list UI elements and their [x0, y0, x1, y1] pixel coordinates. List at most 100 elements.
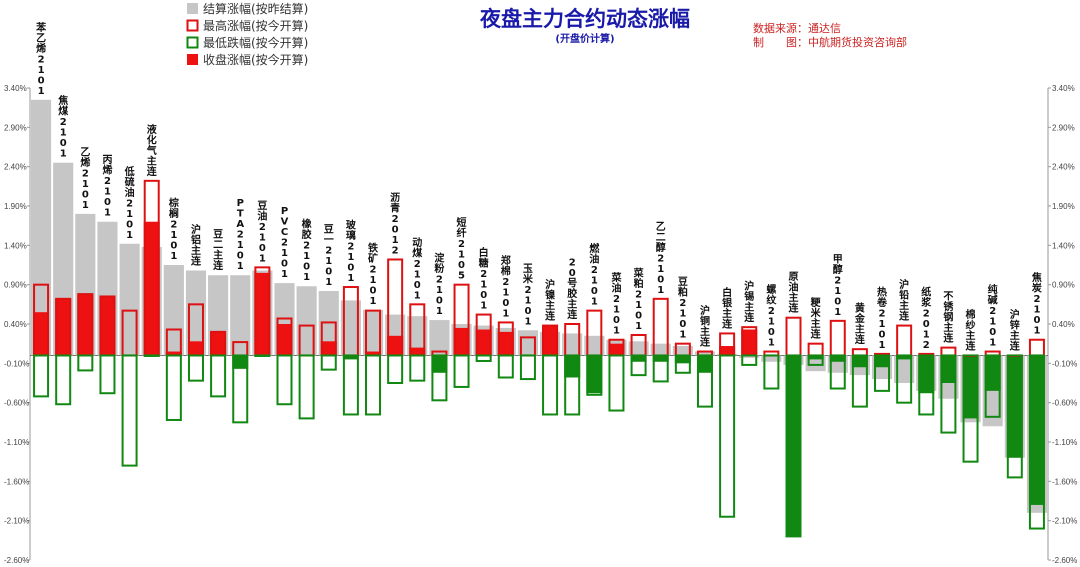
category-label-char: 短: [457, 216, 467, 229]
category-label-char: 连: [899, 310, 910, 323]
category-label: 郑棉 2 1 0 1: [501, 254, 511, 320]
close-bar: [232, 355, 249, 369]
category-label-char: 纤: [457, 227, 467, 240]
y-tick-label-left: -1.60%: [4, 477, 29, 486]
low-bar: [696, 354, 713, 408]
low-bar: [630, 354, 647, 377]
category-label-char: 沪: [700, 304, 710, 317]
category-label-char: 2: [1033, 294, 1040, 305]
category-label-char: 1: [480, 280, 487, 291]
low-bar: [453, 354, 470, 388]
category-label-char: 1: [657, 264, 664, 275]
category-label: 沪锡主连: [744, 280, 755, 325]
close-bar: [254, 272, 271, 356]
data-source-line: 数据来源：通达信: [753, 21, 841, 35]
close-bar: [696, 355, 713, 373]
category-label: 粳米主连: [810, 296, 822, 341]
category-label: 黄金主连: [854, 302, 866, 347]
category-label-char: 1: [303, 251, 310, 262]
category-label-char: 2: [436, 275, 443, 286]
category-label: 白银主连: [722, 286, 733, 331]
category-label-char: 原: [789, 271, 799, 283]
category-label-char: 1: [635, 321, 642, 332]
settle-bar: [694, 351, 716, 356]
close-bar: [829, 355, 846, 362]
category-label-char: 主: [191, 244, 201, 257]
y-tick-label-right: -2.60%: [1052, 556, 1077, 565]
category-label-char: 主: [744, 301, 754, 314]
close-bar: [99, 296, 116, 356]
category-label-char: 燃: [589, 242, 600, 255]
category-label-char: 连: [545, 310, 556, 323]
category-label: 豆油 2 1 0 1: [257, 200, 267, 264]
category-label-char: 0: [480, 290, 487, 301]
category-label-char: 豆: [257, 200, 267, 212]
close-bar: [652, 355, 669, 362]
category-label-char: 纯: [988, 283, 998, 296]
category-label: 乙烯 2 1 0 1: [80, 146, 90, 211]
settle-bar: [650, 343, 671, 356]
category-label-char: 玻: [346, 219, 357, 232]
category-label: 乙二醇 2 1 0 1: [656, 221, 666, 296]
category-label-char: 1: [126, 209, 133, 220]
settle-bar: [805, 355, 826, 372]
category-label-char: 铝: [191, 234, 201, 247]
low-bar: [608, 354, 625, 412]
category-label-char: 1: [281, 248, 288, 259]
category-label-char: 烯: [102, 164, 112, 177]
low-bar: [674, 354, 691, 374]
category-label: 不锈钢主连: [943, 291, 954, 345]
category-label-char: 黄: [855, 302, 865, 315]
category-label-char: 连: [567, 308, 578, 321]
category-label-char: 乙: [36, 32, 46, 44]
category-label-char: 1: [768, 317, 775, 328]
category-label-char: 纹: [766, 294, 777, 307]
category-label-char: 粳: [810, 296, 822, 309]
category-label-char: 2: [347, 242, 354, 253]
category-label-char: 低: [124, 165, 135, 178]
low-bar: [984, 354, 1001, 418]
chart-subtitle: (开盘价计算): [555, 32, 614, 45]
category-label-char: 丙: [102, 154, 112, 166]
legend-swatch-high: [186, 19, 199, 32]
category-label-char: 0: [768, 327, 775, 338]
settle-bar: [584, 335, 605, 356]
low-bar: [232, 354, 249, 424]
category-label-char: 2: [414, 259, 421, 270]
category-label-char: 1: [591, 276, 598, 287]
category-label: 菜油 2 1 0 1: [610, 271, 622, 337]
close-bar: [741, 329, 758, 356]
close-bar: [874, 355, 891, 368]
category-label-char: 焦: [57, 94, 68, 107]
category-label: 热卷 2 1 0 1: [876, 285, 888, 351]
category-label-char: 2: [392, 245, 399, 256]
category-label: 液化气主连: [146, 123, 158, 178]
category-label-char: 1: [82, 179, 89, 190]
settle-bar: [230, 275, 251, 356]
y-tick-label-left: 2.40%: [4, 163, 27, 172]
category-label-char: C: [281, 227, 288, 238]
low-bar: [475, 354, 492, 362]
category-label-char: 连: [811, 328, 822, 341]
low-bar: [564, 354, 581, 416]
close-bar: [387, 335, 404, 356]
y-tick-label-right: 3.40%: [1052, 84, 1075, 93]
category-label: 沪铝主连: [191, 223, 202, 267]
low-bar: [851, 354, 868, 408]
category-label: 焦煤 2 1 0 1: [57, 94, 68, 160]
category-label-char: 2: [569, 258, 576, 269]
y-tick-label-right: 0.90%: [1052, 281, 1075, 290]
low-bar: [719, 354, 736, 518]
category-label-char: 0: [834, 296, 841, 307]
close-bar: [542, 325, 559, 356]
category-label-char: 1: [414, 269, 421, 280]
category-label-char: 1: [923, 329, 930, 340]
category-label-char: 2: [281, 238, 288, 249]
category-label-char: V: [281, 217, 289, 228]
category-label-char: 锡: [744, 290, 754, 303]
close-bar: [608, 343, 625, 356]
category-label-char: 连: [789, 302, 800, 315]
category-label-char: 沪: [191, 223, 201, 236]
low-bar: [519, 354, 536, 381]
